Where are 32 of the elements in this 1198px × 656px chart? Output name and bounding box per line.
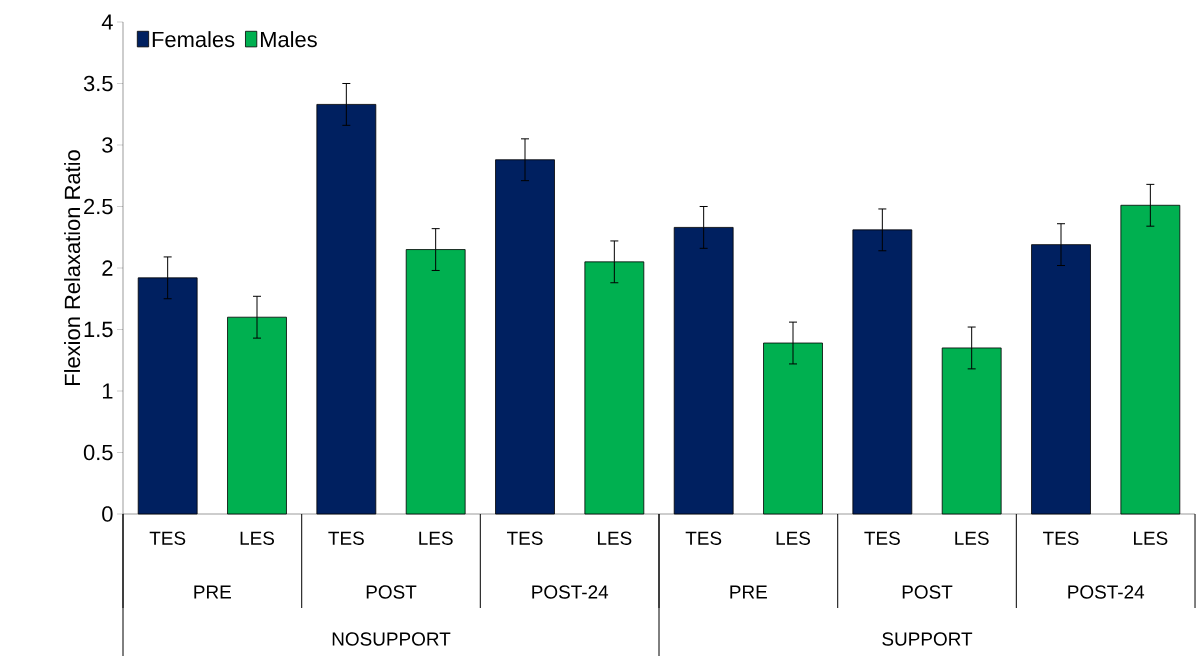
x-tick-label: TES xyxy=(328,531,364,545)
text: PRE xyxy=(730,585,767,599)
text: PRE xyxy=(194,585,231,599)
legend-label: Males xyxy=(260,31,317,48)
y-tick-label: 0 xyxy=(102,506,113,522)
text: SUPPORT xyxy=(882,632,973,646)
y-tick-label: 2.5 xyxy=(84,198,113,215)
x-tick-label: TES xyxy=(1043,531,1079,545)
x-tick-label: TES xyxy=(864,531,900,545)
x-tick-label: LES xyxy=(598,531,632,545)
y-axis-title: Flexion Relaxation Ratio xyxy=(64,150,81,385)
y-tick-label: 1.5 xyxy=(84,321,113,338)
y-tick-label: 0.5 xyxy=(83,444,113,461)
text: NOSUPPORT xyxy=(332,632,451,646)
x-tick-label: LES xyxy=(1134,531,1168,545)
text: POST-24 xyxy=(532,585,609,599)
x-tick-label: TES xyxy=(149,531,186,545)
x-tick-label: TES xyxy=(507,531,543,545)
x-tick-label: TES xyxy=(685,531,722,545)
y-tick-label: 1 xyxy=(102,383,113,399)
y-tick-label: 4 xyxy=(101,14,113,30)
text: POST-24 xyxy=(1068,585,1145,599)
y-tick-label: 3 xyxy=(102,137,113,153)
legend-label: Females xyxy=(152,31,235,48)
text: POST xyxy=(366,585,417,599)
x-tick-label: LES xyxy=(419,531,453,545)
y-tick-label: 3.5 xyxy=(83,75,113,92)
text: POST xyxy=(902,585,953,599)
x-tick-label: LES xyxy=(776,531,811,545)
y-tick-label: 2 xyxy=(102,260,113,276)
x-tick-label: LES xyxy=(955,531,989,545)
x-tick-label: LES xyxy=(240,531,275,545)
